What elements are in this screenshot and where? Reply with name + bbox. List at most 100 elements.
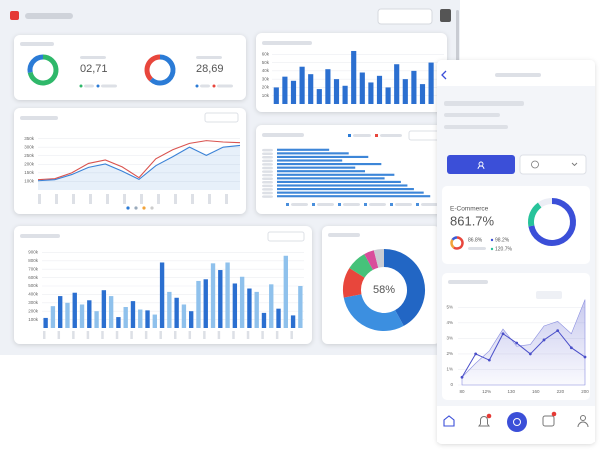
legend-dot	[134, 206, 138, 210]
text-blur	[84, 84, 94, 88]
avatar[interactable]	[440, 9, 451, 22]
bar	[368, 82, 374, 104]
dropdown[interactable]	[267, 231, 305, 242]
bar	[351, 50, 357, 104]
y-tick-label: 40k	[262, 68, 270, 73]
y-tick-label: 200k	[24, 161, 35, 166]
nav-calendar[interactable]	[542, 415, 555, 427]
select-icon	[531, 160, 539, 169]
nav-user[interactable]	[577, 415, 589, 428]
primary-button[interactable]	[447, 155, 515, 174]
dropdown[interactable]	[408, 130, 440, 141]
x-label-blur	[217, 331, 221, 339]
text-blur	[448, 280, 488, 284]
legend-swatch	[312, 203, 315, 206]
x-label-blur	[246, 331, 250, 339]
bar	[94, 311, 99, 328]
y-tick-label: 900k	[28, 250, 39, 255]
y-tick-label: 700k	[28, 266, 39, 271]
logo	[10, 11, 19, 20]
bar	[203, 279, 208, 328]
bar	[277, 170, 366, 173]
bar	[277, 188, 414, 191]
bar	[428, 62, 434, 104]
y-tick-label: 500k	[28, 283, 39, 288]
text-blur	[495, 73, 541, 77]
bar	[276, 308, 281, 328]
ring-segment	[451, 236, 458, 241]
x-label-blur	[261, 331, 264, 339]
y-tick-label: 10k	[262, 93, 270, 98]
back-arrow[interactable]	[441, 70, 447, 80]
bar	[181, 304, 187, 328]
x-label-blur	[188, 331, 192, 339]
bar	[108, 296, 114, 328]
bar	[277, 184, 408, 187]
y-tick-label: 2%	[446, 351, 453, 356]
y-tick-label: 300k	[28, 300, 39, 305]
x-tick-label: 200	[581, 389, 589, 394]
bar	[282, 76, 288, 104]
y-tick-label: 300k	[24, 144, 35, 149]
nav-home[interactable]	[443, 415, 455, 427]
x-label-blur	[106, 194, 109, 204]
nav-center[interactable]	[507, 412, 527, 432]
x-label-blur	[275, 331, 279, 339]
bar	[385, 87, 391, 104]
text-blur	[380, 134, 402, 137]
bar	[167, 291, 172, 328]
x-label-blur	[115, 331, 119, 339]
dropdown[interactable]	[204, 112, 239, 123]
card	[14, 108, 246, 214]
x-label-blur	[123, 194, 126, 204]
text-blur	[317, 203, 334, 206]
bar	[299, 66, 305, 104]
bar	[402, 79, 408, 104]
bar	[58, 296, 63, 328]
stat-dot	[490, 247, 494, 251]
donut-label: 58%	[373, 284, 395, 296]
ring-segment	[450, 239, 455, 249]
y-tick-label: 600k	[28, 275, 39, 280]
dropdown[interactable]	[377, 8, 433, 25]
text-blur	[262, 173, 273, 177]
bar	[50, 306, 56, 328]
ring-segment	[383, 249, 425, 326]
legend-swatch	[390, 203, 393, 206]
text-blur	[262, 148, 273, 152]
x-label-blur	[174, 331, 177, 339]
ring-segment	[528, 202, 542, 227]
bar	[277, 155, 369, 158]
y-tick-label: 800k	[28, 258, 39, 263]
text-blur	[421, 203, 438, 206]
x-label-blur	[203, 331, 206, 339]
stat-dot	[490, 238, 494, 242]
legend-swatch	[286, 203, 289, 206]
legend-swatch	[338, 203, 341, 206]
nav-bell[interactable]	[478, 416, 490, 427]
text-blur	[468, 247, 486, 250]
x-label-blur	[72, 194, 75, 204]
x-tick-label: 220	[557, 389, 565, 394]
x-label-blur	[72, 331, 75, 339]
x-tick-label: 160	[532, 389, 540, 394]
text-blur	[101, 84, 117, 88]
bar	[277, 177, 385, 180]
legend-swatch	[364, 203, 367, 206]
point	[556, 329, 560, 333]
legend-swatch	[348, 134, 351, 137]
badge	[486, 413, 492, 419]
text-blur	[262, 159, 273, 163]
stat: 86.8%	[468, 237, 483, 243]
y-tick-label: 20k	[262, 85, 270, 90]
bar	[419, 84, 426, 104]
x-label-blur	[43, 331, 46, 339]
bar	[273, 87, 279, 104]
select[interactable]	[519, 154, 587, 175]
ring-segment	[144, 54, 161, 82]
scrollbar	[456, 10, 459, 70]
legend-dot	[142, 206, 146, 210]
y-tick-label: 1%	[446, 367, 453, 372]
bar	[189, 311, 194, 328]
